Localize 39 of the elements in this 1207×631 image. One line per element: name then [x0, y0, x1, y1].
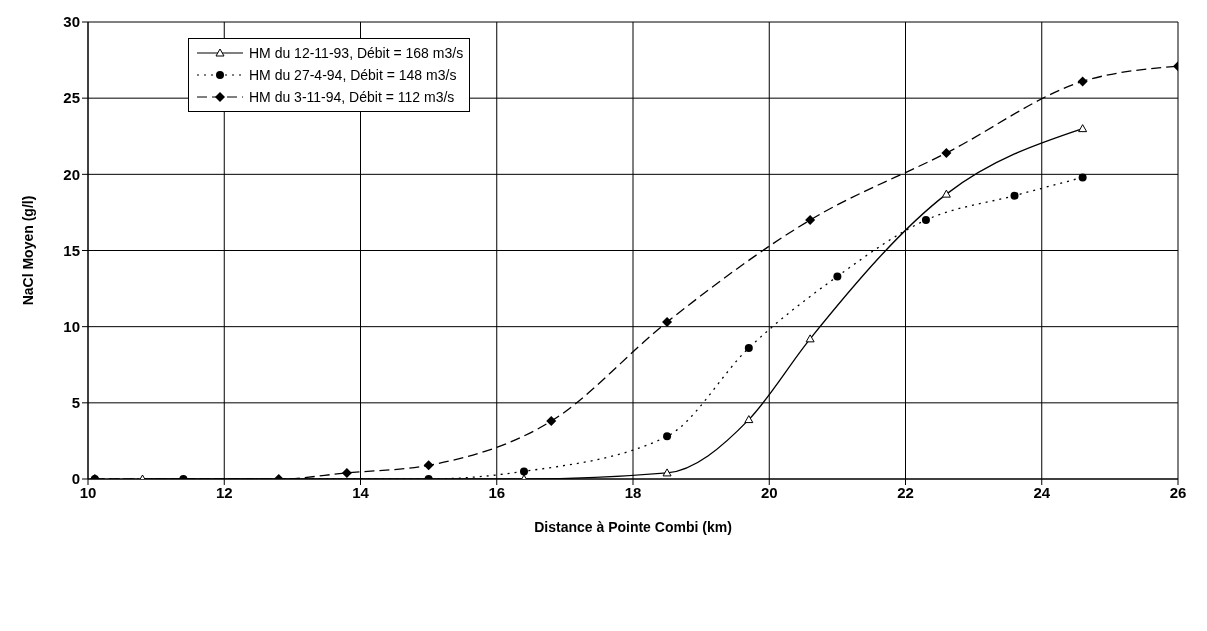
x-tick-label: 12 — [215, 483, 233, 501]
y-tick-label: 5 — [71, 394, 80, 412]
y-tick-label: 0 — [71, 470, 80, 488]
point — [921, 216, 930, 225]
point — [663, 432, 672, 441]
point — [805, 215, 816, 226]
point — [941, 189, 951, 198]
point — [1078, 173, 1087, 182]
point — [662, 317, 673, 328]
point — [941, 148, 952, 159]
y-tick-label: 15 — [63, 241, 80, 259]
y-tick-label: 30 — [63, 13, 80, 31]
point — [546, 416, 557, 427]
point — [662, 468, 672, 477]
point — [805, 334, 815, 343]
legend-label: HM du 27-4-94, Débit = 148 m3/s — [249, 66, 457, 85]
y-tick-label: 25 — [63, 89, 80, 107]
point — [341, 467, 352, 478]
point — [744, 415, 754, 424]
y-tick-label: 10 — [63, 317, 80, 335]
y-axis-title: NaCl Moyen (g/l) — [19, 195, 36, 306]
point — [1077, 76, 1088, 87]
point — [1078, 124, 1088, 133]
x-tick-label: 14 — [352, 483, 370, 501]
x-axis-title: Distance à Pointe Combi (km) — [534, 519, 732, 535]
point — [423, 460, 434, 471]
x-tick-label: 18 — [624, 483, 642, 501]
legend-label: HM du 3-11-94, Débit = 112 m3/s — [249, 88, 455, 107]
point — [520, 467, 528, 476]
x-tick-label: 16 — [488, 483, 506, 501]
x-tick-label: 24 — [1033, 483, 1051, 501]
y-tick-label: 20 — [63, 165, 80, 183]
point — [744, 343, 753, 352]
point — [833, 272, 842, 281]
x-tick-label: 20 — [760, 483, 778, 501]
x-tick-label: 26 — [1169, 483, 1187, 501]
legend-label: HM du 12-11-93, Débit = 168 m3/s — [249, 44, 464, 63]
point — [1010, 191, 1019, 200]
x-tick-label: 22 — [897, 483, 914, 501]
